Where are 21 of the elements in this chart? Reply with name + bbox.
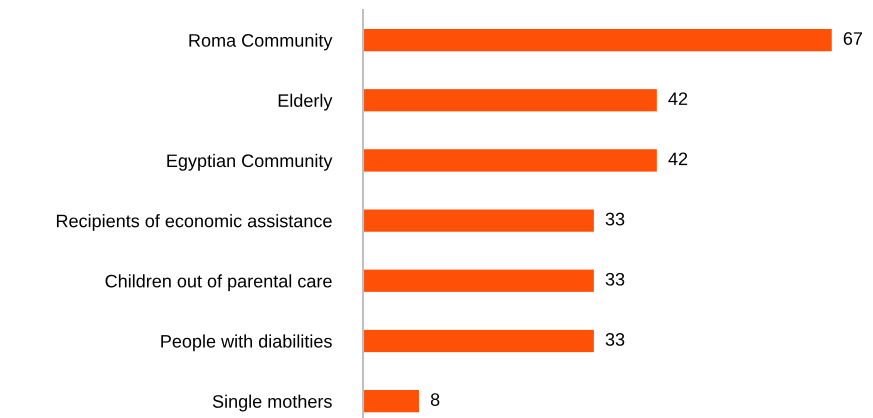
bar <box>363 209 594 232</box>
y-tick-label: Roma Community <box>189 34 332 50</box>
bar <box>363 28 832 52</box>
y-tick-label: Children out of parental care <box>106 274 332 292</box>
bar <box>363 270 594 292</box>
data-label: 8 <box>430 393 440 406</box>
bar <box>363 330 594 352</box>
y-tick-label: Recipients of economic assistance <box>56 214 332 231</box>
bar <box>363 89 657 112</box>
bar <box>363 390 419 412</box>
data-label: 33 <box>606 272 624 286</box>
y-tick-label: Elderly <box>278 94 332 111</box>
bar <box>363 149 657 172</box>
data-label: 67 <box>844 32 862 45</box>
data-label: 33 <box>606 333 624 346</box>
data-label: 42 <box>668 152 688 166</box>
data-label: 42 <box>668 92 688 105</box>
y-tick-label: Egyptian Community <box>167 154 332 171</box>
data-label: 33 <box>606 212 624 226</box>
y-tick-label: People with diabilities <box>161 334 332 352</box>
y-tick-label: Single mothers <box>212 394 332 412</box>
